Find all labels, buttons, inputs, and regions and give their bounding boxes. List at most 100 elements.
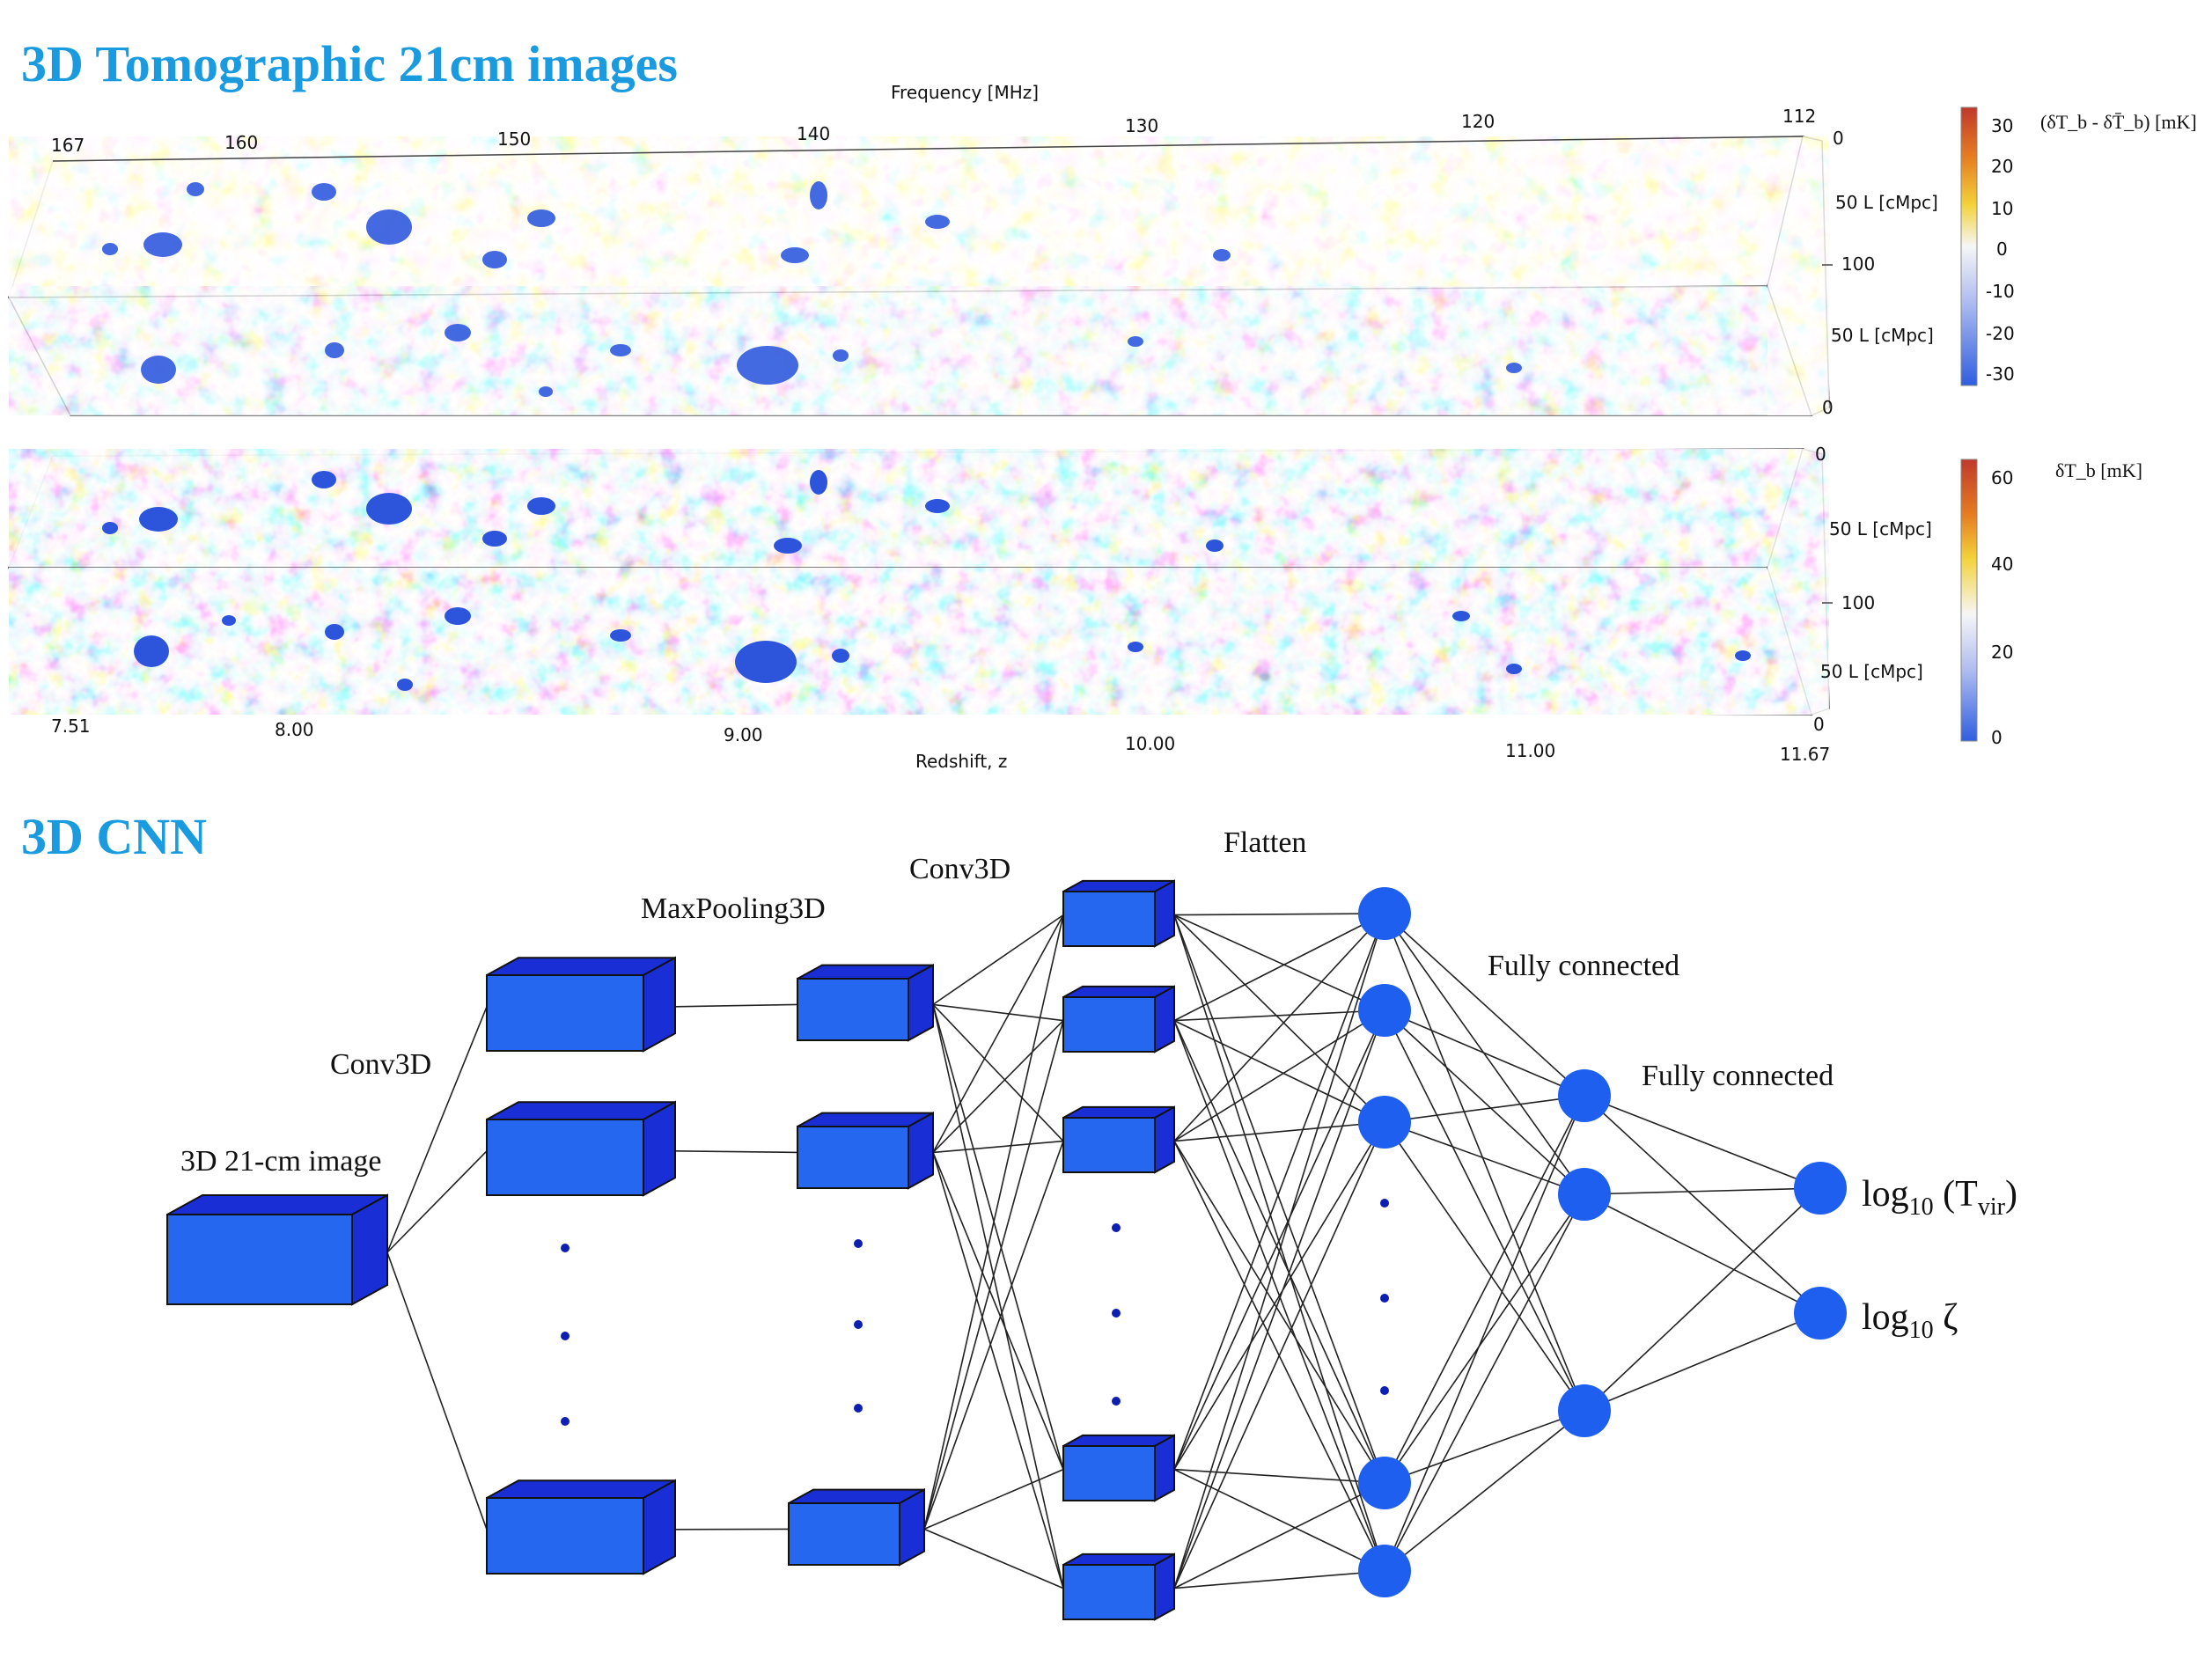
edge-flatten-fc xyxy=(1384,1009,1585,1412)
ellipsis-dot xyxy=(561,1244,570,1252)
edge-pool-conv2 xyxy=(932,1152,1064,1470)
edge-fc-output xyxy=(1584,1187,1821,1412)
edge-pool-conv2 xyxy=(923,1528,1064,1589)
colorbar-1-title: (δT_b - δT̄_b) [mK] xyxy=(2040,111,2197,133)
edge-pool-conv2 xyxy=(932,1140,1064,1154)
cnn-nodes xyxy=(561,887,1847,1597)
output-node xyxy=(1794,1287,1847,1340)
edge-pool-conv2 xyxy=(932,914,1064,1006)
edge-flatten-fc xyxy=(1384,1095,1585,1572)
z-tick: 11.00 xyxy=(1505,740,1555,761)
edge-conv2-flatten xyxy=(1173,913,1385,1470)
heading-tomographic: 3D Tomographic 21cm images xyxy=(21,35,678,92)
redshift-axis-label: Redshift, z xyxy=(915,751,1007,772)
freq-tick: 130 xyxy=(1125,115,1158,136)
cnn-connections xyxy=(386,913,1821,1589)
edge-flatten-fc xyxy=(1384,1410,1585,1484)
edge-flatten-fc xyxy=(1384,1009,1585,1195)
edge-conv2-flatten xyxy=(1173,1482,1385,1589)
edge-conv2-flatten xyxy=(1173,1009,1385,1022)
edge-fc-output xyxy=(1584,1095,1821,1314)
colorbar-tick: 0 xyxy=(1996,239,2008,260)
edge-pool-conv2 xyxy=(932,1004,1064,1589)
edge-conv2-flatten xyxy=(1173,914,1385,1572)
edge-conv1-pool xyxy=(674,1003,798,1008)
flatten-node xyxy=(1358,1545,1411,1597)
edge-pool-conv2 xyxy=(932,1003,1064,1142)
z-tick: 11.67 xyxy=(1780,744,1830,765)
redshift-tick-labels: 7.51 8.00 9.00 10.00 11.00 11.67 xyxy=(51,716,1830,765)
edge-conv2-flatten xyxy=(1173,1121,1385,1471)
edge-flatten-fc xyxy=(1384,1193,1585,1484)
ellipsis-dot xyxy=(1112,1309,1121,1318)
fc-node xyxy=(1558,1069,1611,1122)
l-tick: 100 xyxy=(1841,253,1875,275)
edge-flatten-fc xyxy=(1384,913,1585,1097)
edge-conv2-flatten xyxy=(1173,914,1385,1484)
cube1-l-axis: 0 50 L [cMpc] 100 50 L [cMpc] 0 xyxy=(1822,128,1938,418)
l-tick: 0 xyxy=(1822,397,1834,418)
edge-conv2-flatten xyxy=(1173,913,1385,1142)
fc2-label: Fully connected xyxy=(1642,1060,1834,1092)
ellipsis-dot xyxy=(561,1332,570,1340)
volume-cube-1: 167 160 150 140 130 120 112 Frequency [M… xyxy=(7,82,1938,418)
edge-pool-conv2 xyxy=(932,1020,1064,1153)
freq-tick: 150 xyxy=(497,128,531,150)
colorbar-tick: 0 xyxy=(1991,727,2003,748)
ellipsis-dot xyxy=(1112,1397,1121,1406)
ellipsis-dot xyxy=(1380,1294,1389,1303)
output-node xyxy=(1794,1162,1847,1215)
edge-conv1-pool xyxy=(674,1150,798,1154)
edge-input-conv1 xyxy=(386,1150,488,1253)
l-axis-label: 50 L [cMpc] xyxy=(1835,192,1938,213)
colorbar-2-title: δT_b [mK] xyxy=(2055,459,2142,481)
edge-pool-conv2 xyxy=(932,1004,1064,1470)
cnn-blocks xyxy=(166,879,1175,1621)
conv2-block xyxy=(1062,1105,1175,1174)
flatten-node xyxy=(1358,887,1411,940)
colorbar-tick: 10 xyxy=(1991,198,2013,219)
ellipsis-dot xyxy=(1112,1223,1121,1232)
maxpool-label: MaxPooling3D xyxy=(641,892,826,925)
conv2-block xyxy=(1062,1434,1175,1502)
freq-tick: 167 xyxy=(51,135,85,156)
ellipsis-dot xyxy=(854,1239,863,1248)
conv2-block xyxy=(1062,985,1175,1053)
conv1-block xyxy=(486,956,676,1053)
edge-conv2-flatten xyxy=(1173,914,1385,1011)
pool-block xyxy=(797,1111,934,1190)
edge-conv2-flatten xyxy=(1173,1468,1385,1484)
ionized-bubbles-2 xyxy=(102,470,1751,691)
edge-pool-conv2 xyxy=(932,1003,1064,1022)
conv2-label: Conv3D xyxy=(909,853,1010,885)
edge-conv2-flatten xyxy=(1173,1009,1385,1589)
conv2-block xyxy=(1062,879,1175,948)
l-tick: 0 xyxy=(1813,714,1825,735)
edge-flatten-fc xyxy=(1384,1095,1585,1123)
edge-flatten-fc xyxy=(1384,1410,1585,1572)
flatten-node xyxy=(1358,1096,1411,1149)
z-tick: 10.00 xyxy=(1125,733,1175,754)
pool-block xyxy=(788,1487,925,1567)
colorbar-1: 30 20 10 0 -10 -20 -30 (δT_b - δT̄_b) [m… xyxy=(1960,106,2197,386)
freq-axis-label: Frequency [MHz] xyxy=(891,82,1039,103)
colorbar-tick: 40 xyxy=(1991,554,2013,575)
edge-fc-output xyxy=(1584,1312,1821,1412)
l-tick: 100 xyxy=(1841,592,1875,613)
ellipsis-dot xyxy=(854,1404,863,1413)
input-label: 3D 21-cm image xyxy=(180,1145,382,1178)
edge-pool-conv2 xyxy=(923,1141,1064,1530)
input-volume-block xyxy=(166,1193,388,1306)
colorbar-tick: 20 xyxy=(1991,156,2013,177)
edge-pool-conv2 xyxy=(932,1152,1064,1589)
ionized-bubbles-1 xyxy=(102,181,1522,397)
colorbar-tick: -20 xyxy=(1986,323,2015,344)
edge-conv2-flatten xyxy=(1173,1468,1385,1572)
freq-tick-labels: 167 160 150 140 130 120 112 xyxy=(51,106,1816,156)
fc1-label: Fully connected xyxy=(1488,950,1679,982)
edge-conv2-flatten xyxy=(1173,1570,1385,1589)
colorbar-tick: -30 xyxy=(1986,363,2015,385)
l-axis-label: 50 L [cMpc] xyxy=(1831,325,1934,346)
flatten-label: Flatten xyxy=(1224,826,1306,859)
edge-conv2-flatten xyxy=(1173,1009,1385,1470)
